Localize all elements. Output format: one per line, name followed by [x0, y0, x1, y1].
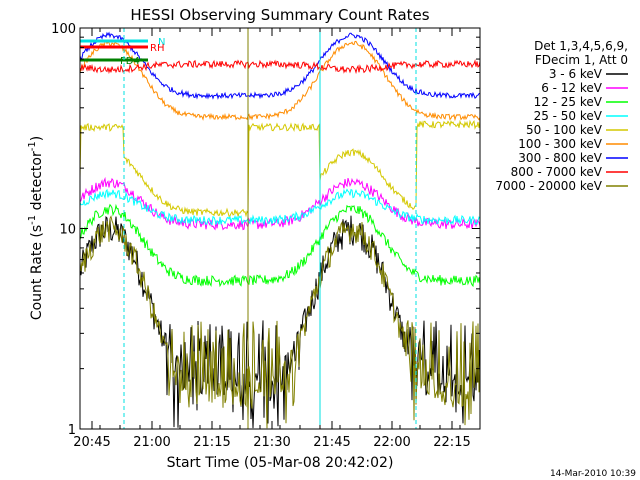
x-tick-label: 21:15 — [193, 435, 230, 450]
series-12-25-kev — [79, 203, 481, 288]
series-line — [79, 188, 481, 227]
y-axis: 1 10 100 — [51, 22, 480, 438]
x-tick-label: 21:45 — [313, 435, 350, 450]
series-line — [79, 215, 481, 429]
x-tick-label: 21:30 — [253, 435, 290, 450]
series-line — [79, 119, 481, 218]
series-line — [79, 215, 481, 429]
series-line — [79, 40, 481, 122]
series-800-7000-kev — [79, 59, 481, 75]
plot-area: NRH FD4 — [79, 28, 481, 429]
flag-label-fd4: FD4 — [120, 56, 140, 67]
x-tick-label: 22:00 — [373, 435, 410, 450]
legend-entry-label: 100 - 300 keV — [518, 137, 602, 151]
series-line — [79, 176, 481, 231]
legend-entry-label: 25 - 50 keV — [534, 109, 603, 123]
y-tick-label: 1 — [68, 423, 76, 438]
legend-entry-label: 3 - 6 keV — [549, 67, 603, 81]
legend-header: Det 1,3,4,5,6,9, — [534, 39, 628, 53]
legend-entry-label: 12 - 25 keV — [534, 95, 603, 109]
legend: Det 1,3,4,5,6,9,FDecim 1, Att 03 - 6 keV… — [495, 39, 628, 193]
y-axis-title: Count Rate (s-1 detector-1) — [27, 136, 45, 320]
legend-entry-label: 7000 - 20000 keV — [495, 179, 602, 193]
series-6-12-kev — [79, 176, 481, 231]
legend-entry-label: 300 - 800 keV — [518, 151, 602, 165]
footer-date: 14-Mar-2010 10:39 — [550, 469, 636, 479]
series-7000-20000-kev — [79, 215, 481, 429]
flag-label-rh: RH — [150, 43, 164, 54]
y-tick-label: 10 — [59, 223, 76, 238]
flag-label-n: N — [158, 37, 165, 48]
series-line — [79, 203, 481, 288]
x-axis-title: Start Time (05-Mar-08 20:42:02) — [167, 455, 394, 471]
legend-entry-label: 6 - 12 keV — [541, 81, 603, 95]
x-tick-label: 21:00 — [133, 435, 170, 450]
x-axis: 20:45 21:00 21:15 21:30 21:45 22:00 22:15 — [73, 28, 481, 450]
series-100-300-kev — [79, 40, 481, 122]
y-tick-label: 100 — [51, 22, 76, 37]
legend-header: FDecim 1, Att 0 — [535, 53, 628, 67]
legend-entry-label: 50 - 100 keV — [526, 123, 603, 137]
series-line — [79, 59, 481, 75]
x-tick-label: 20:45 — [73, 435, 110, 450]
series-3-6-kev — [79, 215, 481, 429]
x-tick-label: 22:15 — [433, 435, 470, 450]
series-25-50-kev — [79, 188, 481, 227]
series-50-100-kev — [79, 119, 481, 218]
chart-title: HESSI Observing Summary Count Rates — [130, 6, 429, 24]
legend-entry-label: 800 - 7000 keV — [511, 165, 603, 179]
